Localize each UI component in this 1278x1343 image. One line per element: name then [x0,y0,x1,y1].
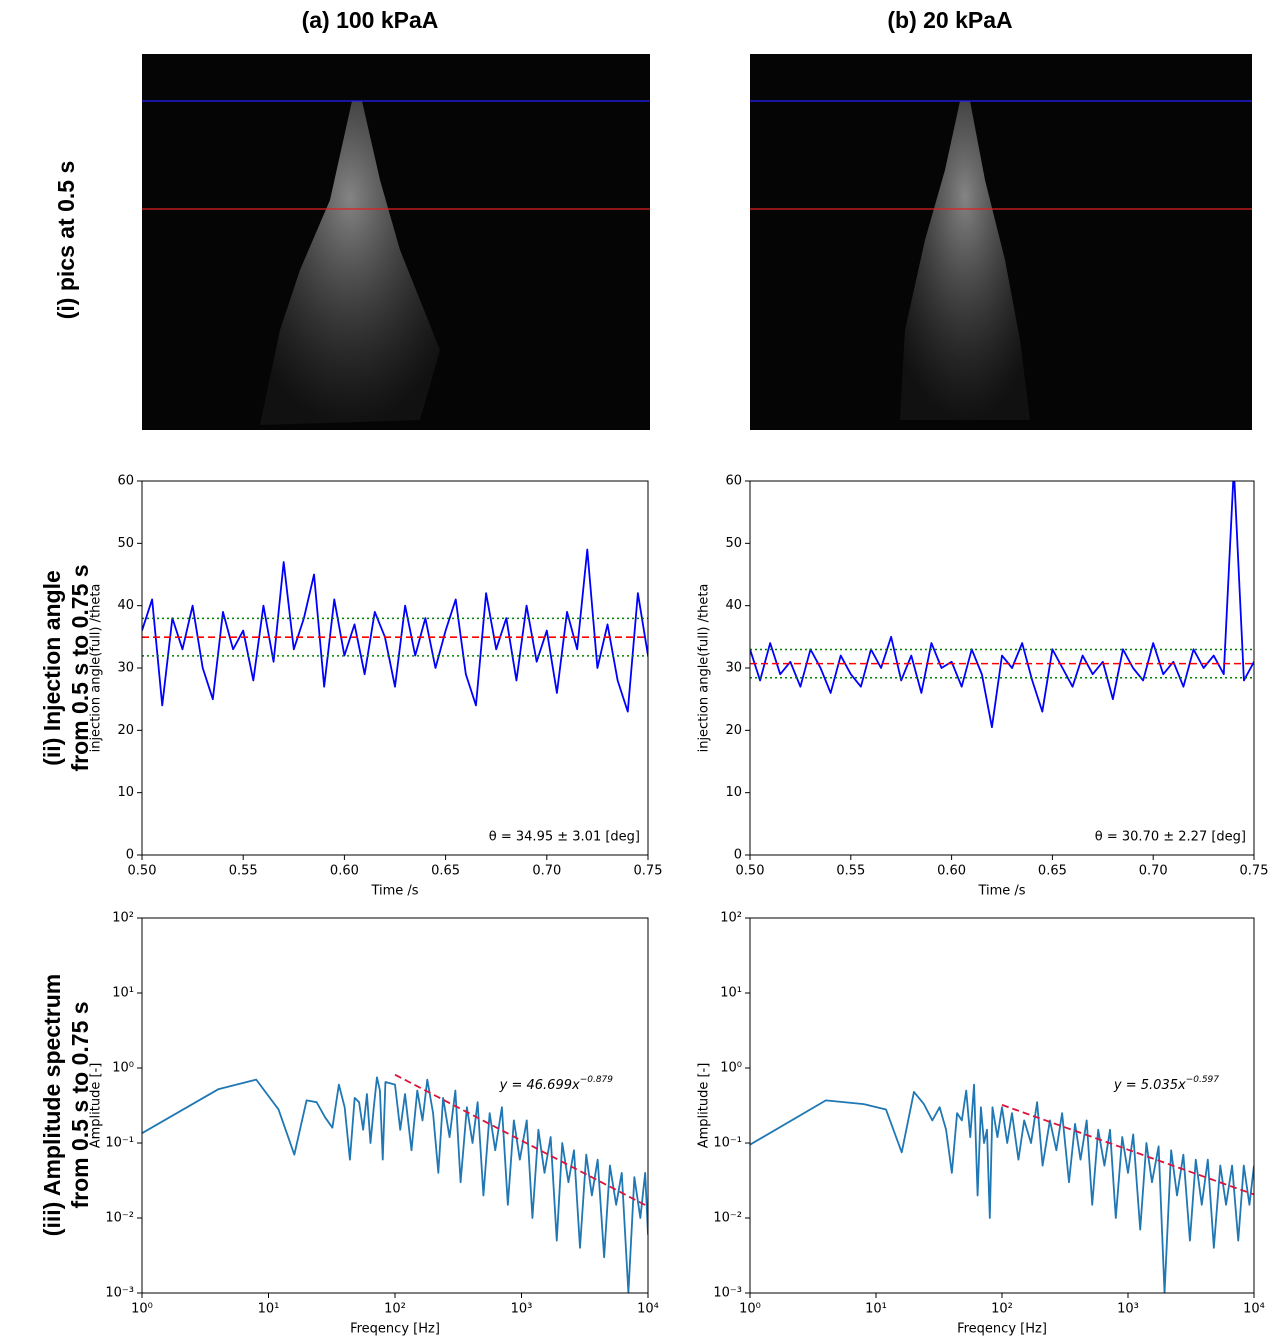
y-tick-label: 60 [117,474,134,489]
x-tick-label: 0.75 [634,864,663,879]
y-axis-label: injection angle(full) /theta [89,584,104,753]
spray-image [142,54,650,430]
y-axis-label: Amplitude [-] [89,1063,104,1149]
y-tick-label: 10¹ [720,986,742,1001]
y-tick-label: 20 [725,723,742,738]
x-tick-label: 10⁰ [131,1302,153,1317]
x-axis-label: Freqency [Hz] [350,1322,440,1337]
x-tick-label: 0.50 [128,864,157,879]
row-label: (i) pics at 0.5 s [53,161,79,320]
x-tick-label: 10² [384,1302,406,1317]
y-tick-label: 10² [720,911,742,926]
x-axis-label: Time /s [977,884,1025,899]
x-tick-label: 0.70 [1139,864,1168,879]
y-tick-label: 10⁻³ [713,1286,742,1301]
x-tick-label: 0.55 [836,864,865,879]
y-tick-label: 60 [725,474,742,489]
y-tick-label: 40 [725,598,742,613]
plot-area [142,1073,648,1293]
x-tick-label: 0.55 [229,864,258,879]
fit-label: y = 46.699x−0.879 [499,1075,614,1093]
plot-frame [749,480,1255,856]
annotation: θ = 34.95 ± 3.01 [deg] [489,830,640,845]
y-tick-label: 50 [117,536,134,551]
data-line [750,481,1254,729]
row-label: (iii) Amplitude spectrum [39,974,65,1236]
y-tick-label: 10⁻² [105,1211,134,1226]
x-tick-label: 10¹ [865,1302,887,1317]
x-tick-label: 10⁴ [1243,1302,1265,1317]
x-axis-label: Freqency [Hz] [957,1322,1047,1337]
row-label: from 0.5 s to 0.75 s [67,1001,93,1208]
y-tick-label: 10 [117,785,134,800]
y-tick-label: 0 [734,848,742,863]
x-tick-label: 0.65 [1038,864,1067,879]
y-tick-label: 30 [117,661,134,676]
data-line [142,1076,648,1293]
fit-label-base: y = 46.699x [499,1078,580,1093]
y-axis-label: Amplitude [-] [697,1063,712,1149]
y-tick-label: 10⁰ [720,1061,742,1076]
y-axis-label: injection angle(full) /theta [697,584,712,753]
y-tick-label: 10⁰ [112,1061,134,1076]
y-tick-label: 0 [126,848,134,863]
plot-frame [141,480,649,856]
plot-area [142,548,648,713]
y-tick-label: 40 [117,598,134,613]
x-tick-label: 10¹ [258,1302,280,1317]
y-tick-label: 10⁻¹ [105,1136,134,1151]
x-axis-label: Time /s [370,884,418,899]
plot-frame [141,917,649,1294]
y-tick-label: 10⁻² [713,1211,742,1226]
y-tick-label: 10⁻¹ [713,1136,742,1151]
fit-label: y = 5.035x−0.597 [1113,1075,1219,1093]
y-tick-label: 10 [725,785,742,800]
y-tick-label: 10¹ [112,986,134,1001]
x-tick-label: 10⁴ [637,1302,659,1317]
x-tick-label: 0.50 [736,864,765,879]
x-tick-label: 0.75 [1240,864,1269,879]
fit-line [394,1073,648,1208]
data-line [750,1083,1254,1293]
x-tick-label: 10³ [511,1302,533,1317]
x-tick-label: 10² [991,1302,1013,1317]
plot-area [750,1083,1254,1293]
column-title: (b) 20 kPaA [887,7,1012,33]
data-line [142,548,648,713]
x-tick-label: 10³ [1117,1302,1139,1317]
spray-image [750,54,1252,430]
x-tick-label: 0.60 [330,864,359,879]
x-tick-label: 0.60 [937,864,966,879]
x-tick-label: 0.70 [532,864,561,879]
fit-label-exponent: −0.879 [580,1075,614,1085]
x-tick-label: 10⁰ [739,1302,761,1317]
x-tick-label: 0.65 [431,864,460,879]
y-tick-label: 30 [725,661,742,676]
fit-label-exponent: −0.597 [1186,1075,1220,1085]
annotation: θ = 30.70 ± 2.27 [deg] [1095,830,1246,845]
row-label: (ii) Injection angle [39,570,65,766]
y-tick-label: 10² [112,911,134,926]
column-title: (a) 100 kPaA [302,7,439,33]
fit-line [1001,1104,1254,1196]
plot-area [750,481,1254,729]
y-tick-label: 20 [117,723,134,738]
y-tick-label: 10⁻³ [105,1286,134,1301]
y-tick-label: 50 [725,536,742,551]
row-label: from 0.5 s to 0.75 s [67,564,93,771]
plot-frame [749,917,1255,1294]
fit-label-base: y = 5.035x [1113,1078,1186,1093]
